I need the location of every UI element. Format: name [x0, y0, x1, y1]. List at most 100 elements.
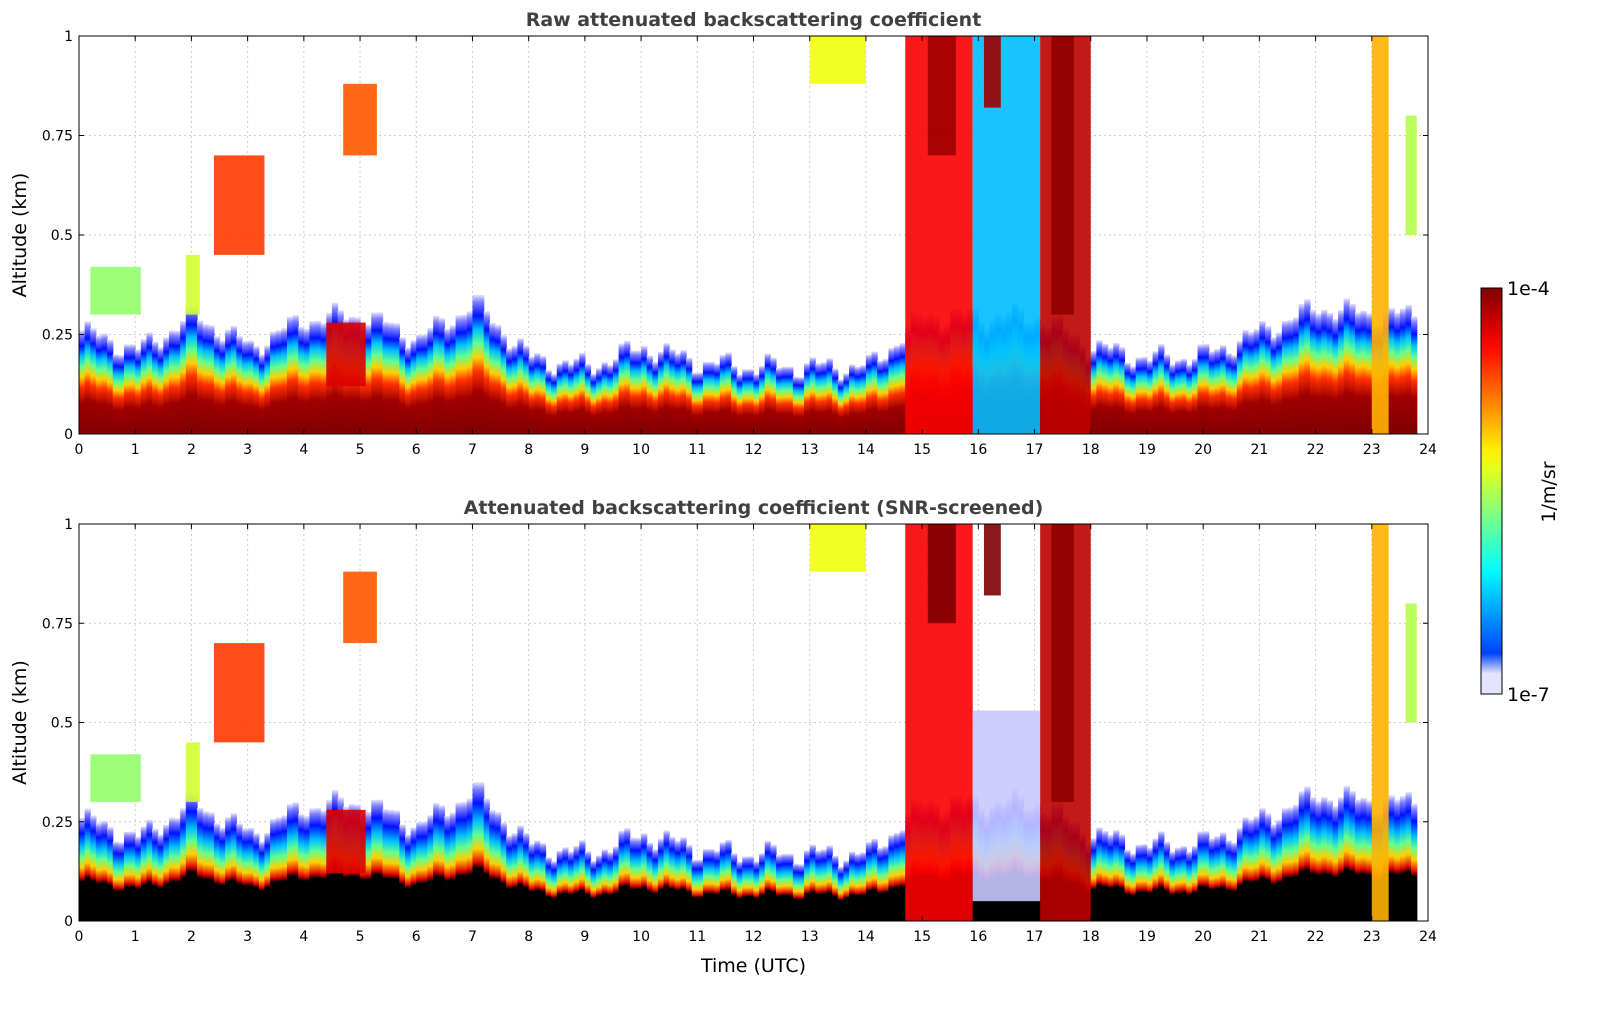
backscatter-column — [1338, 309, 1345, 434]
backscatter-column — [1338, 797, 1345, 921]
backscatter-column — [185, 792, 193, 921]
backscatter-column — [804, 363, 811, 434]
backscatter-column — [888, 347, 895, 434]
backscatter-column — [107, 827, 114, 921]
backscatter-column — [1101, 830, 1109, 921]
backscatter-column — [1141, 844, 1148, 921]
backscatter-column — [809, 844, 816, 921]
backscatter-column — [1107, 834, 1114, 921]
backscatter-column — [1175, 847, 1182, 921]
backscatter-column — [809, 357, 816, 434]
x-tick-label: 21 — [1250, 929, 1268, 945]
backscatter-feature — [1051, 36, 1074, 315]
backscatter-column — [753, 861, 760, 921]
backscatter-column — [652, 849, 659, 921]
backscatter-column — [1175, 360, 1182, 434]
backscatter-column — [1354, 799, 1362, 921]
backscatter-column — [1186, 851, 1193, 921]
backscatter-column — [112, 354, 119, 434]
backscatter-column — [1293, 804, 1300, 921]
backscatter-feature — [972, 710, 1041, 902]
backscatter-column — [770, 844, 777, 921]
backscatter-column — [197, 807, 204, 921]
backscatter-column — [1135, 357, 1142, 434]
backscatter-column — [455, 315, 462, 434]
backscatter-column — [663, 343, 670, 434]
backscatter-column — [1236, 340, 1244, 434]
backscatter-column — [731, 366, 738, 434]
backscatter-column — [657, 351, 665, 434]
backscatter-column — [95, 822, 103, 921]
backscatter-column — [315, 808, 322, 921]
backscatter-column — [191, 792, 198, 921]
backscatter-column — [444, 815, 451, 921]
x-tick-label: 9 — [580, 442, 589, 458]
backscatter-column — [562, 847, 569, 921]
backscatter-column — [747, 369, 755, 434]
backscatter-column — [601, 849, 608, 921]
backscatter-column — [854, 853, 861, 921]
backscatter-column — [742, 369, 749, 434]
backscatter-column — [1399, 796, 1407, 921]
backscatter-column — [686, 844, 693, 921]
backscatter-column — [270, 331, 277, 434]
backscatter-column — [663, 830, 670, 921]
backscatter-column — [146, 819, 153, 921]
backscatter-column — [764, 353, 771, 434]
backscatter-feature — [1051, 524, 1074, 802]
backscatter-column — [798, 864, 805, 921]
backscatter-column — [393, 323, 400, 434]
backscatter-column — [770, 357, 777, 434]
backscatter-column — [1298, 791, 1305, 921]
colorbar: 1e-4 1e-7 1/m/sr — [1480, 278, 1560, 706]
backscatter-column — [489, 322, 496, 434]
backscatter-column — [472, 294, 479, 434]
backscatter-column — [180, 320, 187, 434]
backscatter-column — [292, 315, 299, 434]
x-tick-label: 11 — [688, 929, 706, 945]
backscatter-column — [1169, 851, 1176, 921]
backscatter-column — [309, 321, 316, 434]
backscatter-column — [315, 320, 322, 434]
backscatter-column — [629, 837, 637, 921]
backscatter-column — [466, 311, 474, 434]
backscatter-column — [140, 339, 148, 434]
y-tick-label: 0.75 — [42, 129, 73, 145]
backscatter-column — [135, 349, 142, 434]
backscatter-column — [759, 853, 766, 921]
x-tick-label: 19 — [1138, 929, 1156, 945]
backscatter-column — [1203, 831, 1210, 921]
y-tick-label: 0.5 — [51, 228, 73, 244]
backscatter-column — [264, 832, 271, 921]
x-tick-label: 7 — [468, 442, 477, 458]
backscatter-column — [820, 362, 828, 434]
backscatter-column — [472, 782, 479, 921]
backscatter-feature — [185, 254, 200, 315]
backscatter-column — [281, 328, 288, 434]
backscatter-column — [517, 338, 524, 434]
x-tick-label: 2 — [187, 442, 196, 458]
backscatter-column — [118, 842, 125, 921]
backscatter-feature — [90, 266, 141, 315]
backscatter-column — [899, 830, 906, 921]
y-tick-label: 0 — [64, 914, 73, 930]
backscatter-feature — [983, 524, 1001, 596]
y-tick-label: 0 — [64, 427, 73, 443]
backscatter-column — [320, 323, 327, 434]
backscatter-column — [135, 836, 142, 921]
backscatter-column — [101, 333, 108, 434]
backscatter-column — [1113, 830, 1120, 921]
backscatter-column — [528, 356, 535, 434]
backscatter-column — [584, 363, 592, 434]
backscatter-column — [612, 846, 620, 921]
backscatter-feature — [927, 36, 956, 156]
backscatter-column — [759, 366, 766, 434]
backscatter-column — [1248, 819, 1255, 921]
backscatter-column — [1281, 321, 1289, 434]
backscatter-column — [1332, 806, 1339, 921]
backscatter-column — [1130, 366, 1137, 434]
x-tick-label: 4 — [299, 442, 308, 458]
backscatter-column — [736, 861, 743, 921]
backscatter-column — [399, 824, 406, 921]
y-tick-label: 1 — [64, 517, 73, 533]
